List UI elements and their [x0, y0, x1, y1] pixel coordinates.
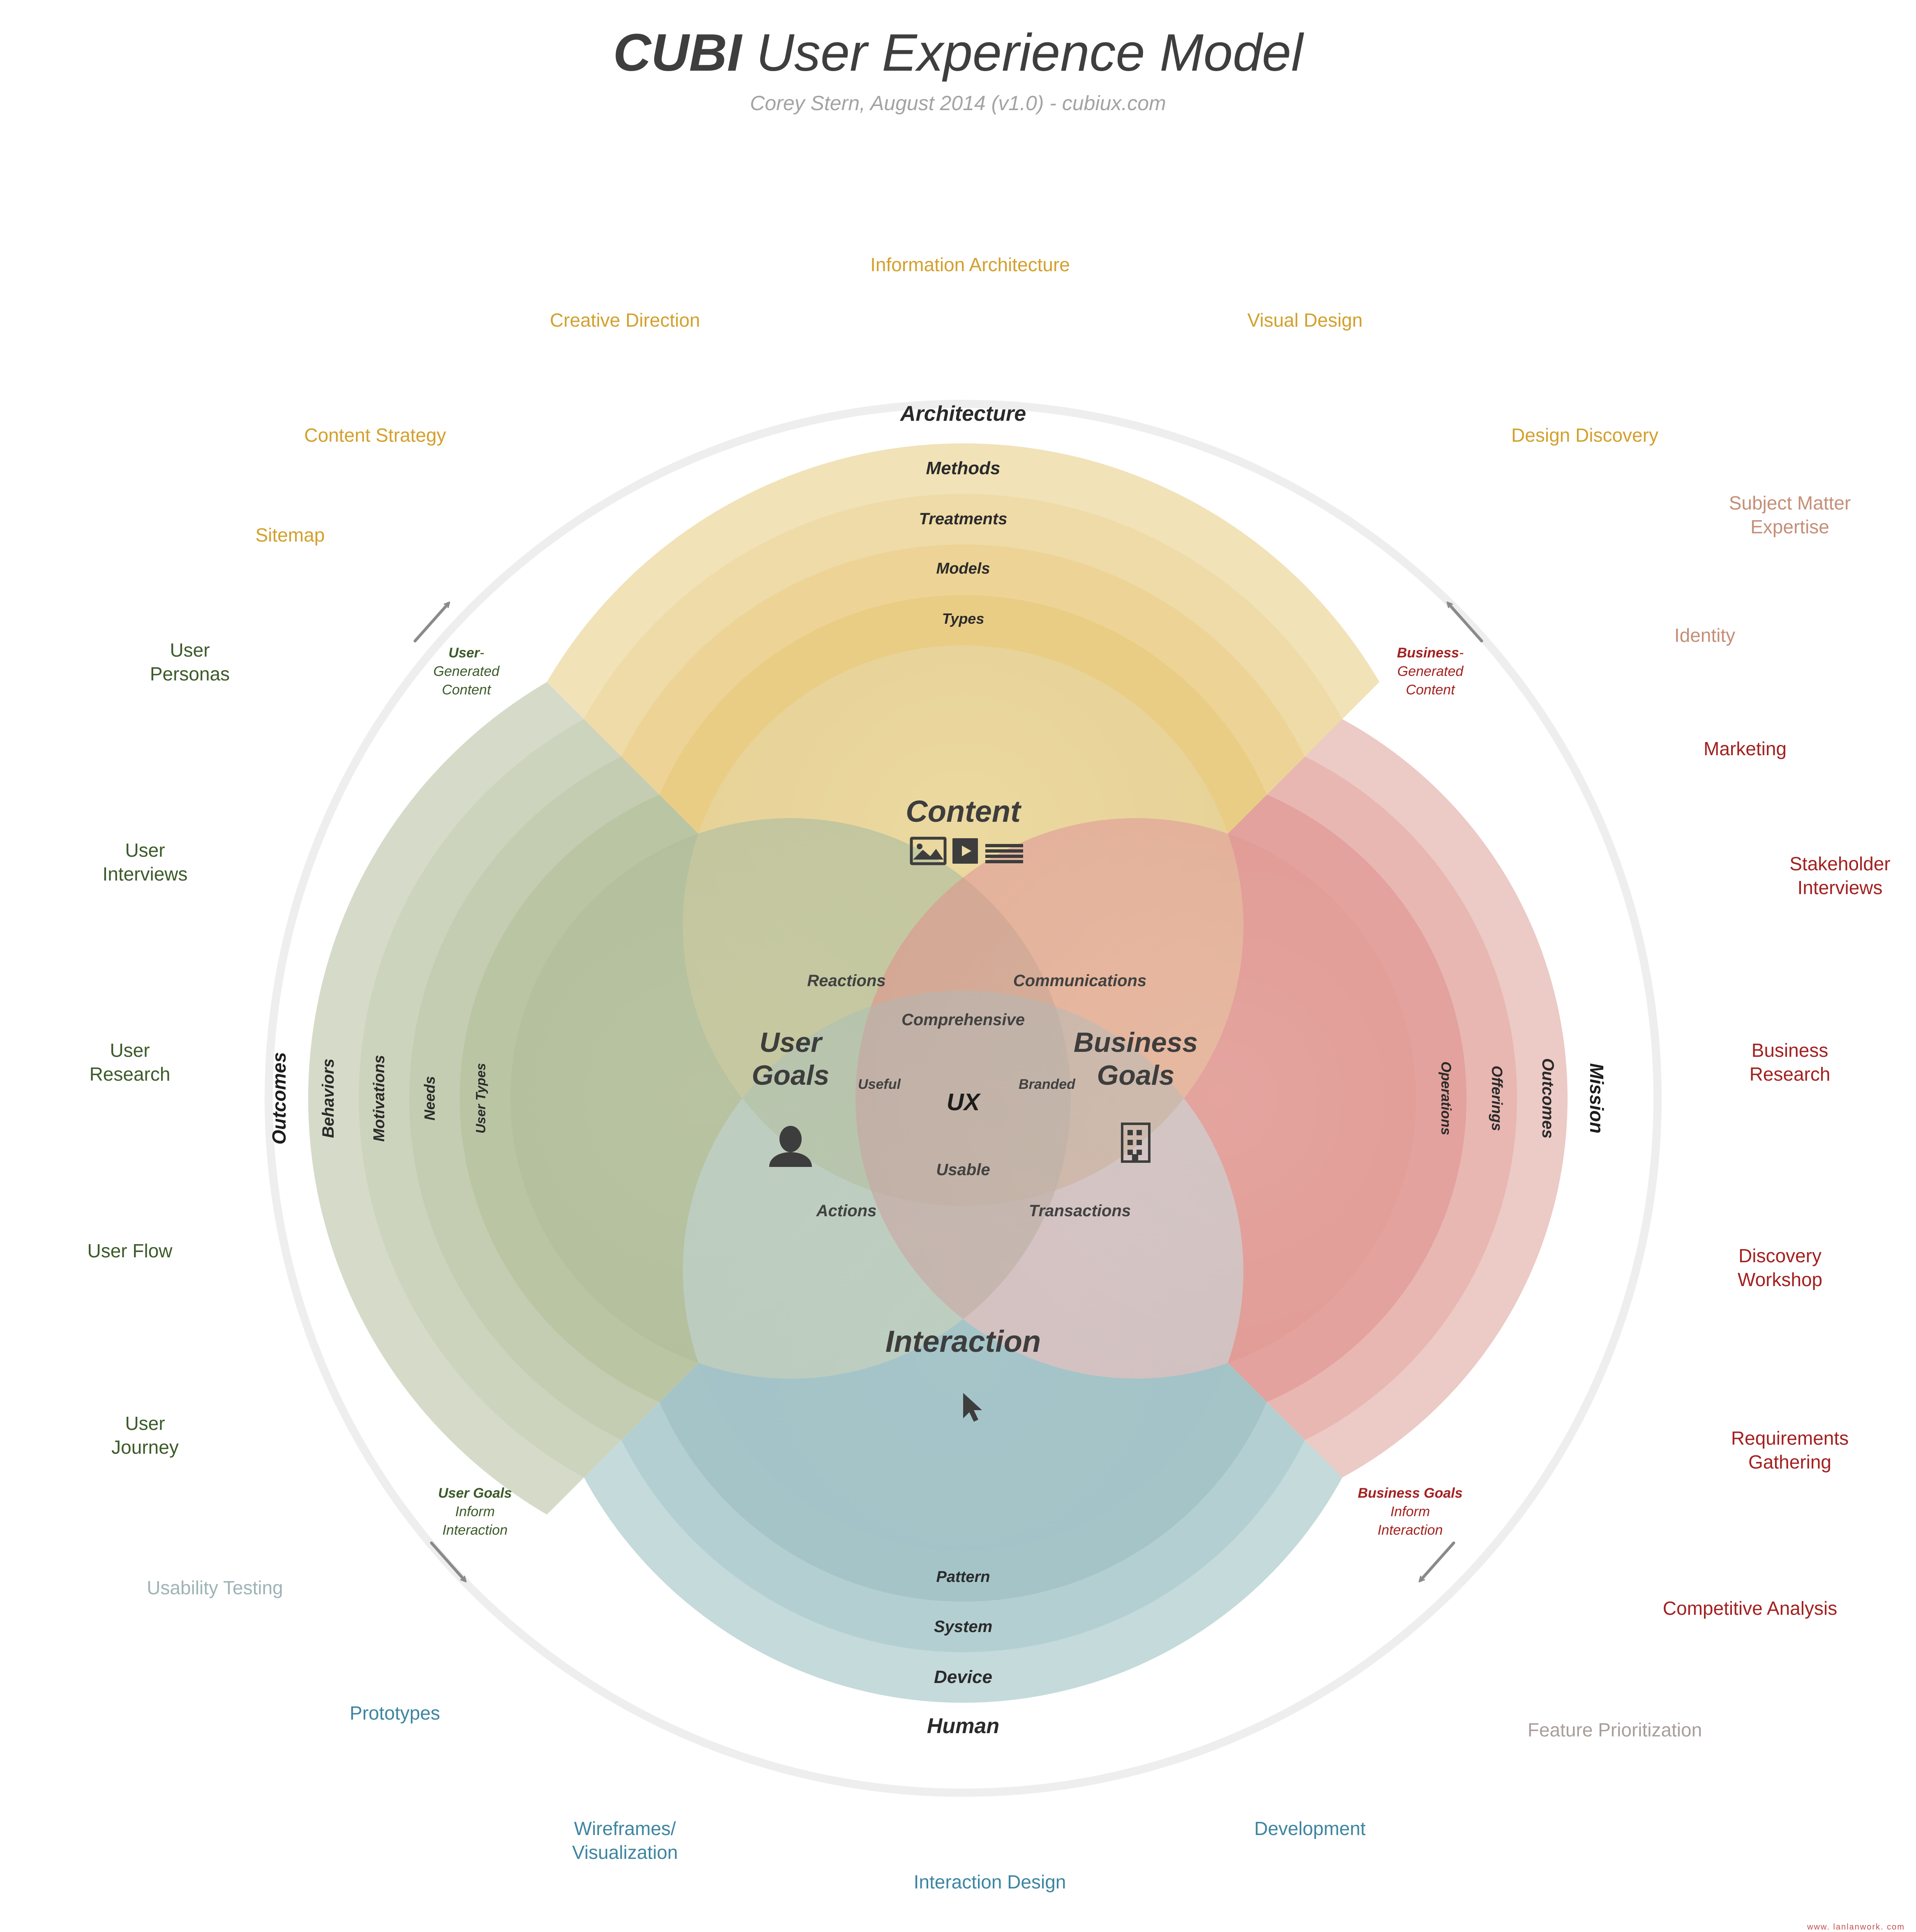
svg-text:Content: Content — [442, 682, 491, 698]
svg-text:Visual Design: Visual Design — [1247, 309, 1363, 331]
svg-text:Human: Human — [927, 1714, 999, 1738]
svg-text:Outcomes: Outcomes — [1539, 1058, 1557, 1139]
svg-text:Design Discovery: Design Discovery — [1511, 424, 1658, 446]
svg-text:Subject Matter: Subject Matter — [1729, 492, 1851, 514]
svg-text:Goals: Goals — [752, 1060, 830, 1091]
svg-text:User: User — [170, 639, 210, 661]
svg-text:Treatments: Treatments — [919, 510, 1008, 528]
svg-text:Prototypes: Prototypes — [350, 1702, 440, 1724]
svg-text:www. lanlanwork. com: www. lanlanwork. com — [1807, 1923, 1905, 1932]
svg-text:Sitemap: Sitemap — [256, 524, 325, 546]
svg-text:Transactions: Transactions — [1029, 1202, 1131, 1220]
svg-text:System: System — [934, 1618, 992, 1636]
svg-text:Personas: Personas — [150, 663, 230, 685]
svg-text:Feature Prioritization: Feature Prioritization — [1528, 1719, 1702, 1741]
svg-text:Business Goals: Business Goals — [1358, 1485, 1462, 1501]
svg-text:Offerings: Offerings — [1489, 1065, 1506, 1131]
svg-text:Reactions: Reactions — [807, 972, 885, 990]
svg-text:Inform: Inform — [1390, 1504, 1430, 1519]
svg-text:Motivations: Motivations — [371, 1055, 388, 1141]
svg-text:Content: Content — [1406, 682, 1455, 698]
svg-text:Architecture: Architecture — [899, 402, 1026, 426]
svg-text:Outcomes: Outcomes — [268, 1052, 290, 1145]
svg-text:UX: UX — [947, 1089, 981, 1116]
svg-text:Comprehensive: Comprehensive — [902, 1011, 1025, 1029]
svg-text:Business: Business — [1752, 1040, 1828, 1061]
svg-text:Needs: Needs — [421, 1076, 438, 1120]
svg-text:Visualization: Visualization — [572, 1842, 678, 1863]
svg-text:User: User — [125, 1413, 165, 1434]
svg-text:Development: Development — [1254, 1818, 1365, 1839]
svg-text:Workshop: Workshop — [1738, 1269, 1822, 1290]
svg-text:Gathering: Gathering — [1748, 1451, 1831, 1473]
svg-text:Journey: Journey — [111, 1436, 179, 1458]
svg-text:User: User — [125, 839, 165, 861]
svg-text:User: User — [110, 1040, 150, 1061]
svg-text:Usability Testing: Usability Testing — [147, 1577, 283, 1598]
svg-text:Methods: Methods — [926, 458, 1001, 478]
svg-text:Business-: Business- — [1397, 645, 1464, 661]
svg-text:Creative Direction: Creative Direction — [550, 309, 700, 331]
svg-text:Research: Research — [1750, 1063, 1831, 1085]
svg-text:Stakeholder: Stakeholder — [1789, 853, 1891, 874]
svg-text:Content Strategy: Content Strategy — [304, 424, 446, 446]
svg-text:Wireframes/: Wireframes/ — [574, 1818, 676, 1839]
svg-text:Generated: Generated — [433, 664, 500, 679]
svg-text:Interviews: Interviews — [1797, 877, 1882, 898]
svg-text:Marketing: Marketing — [1704, 738, 1787, 759]
svg-text:Business: Business — [1074, 1027, 1198, 1058]
svg-text:Mission: Mission — [1586, 1063, 1607, 1133]
svg-text:Requirements: Requirements — [1731, 1427, 1849, 1449]
svg-text:Behaviors: Behaviors — [319, 1058, 337, 1138]
svg-text:Generated: Generated — [1397, 664, 1464, 679]
svg-text:Identity: Identity — [1674, 625, 1735, 646]
svg-text:User-: User- — [449, 645, 484, 661]
svg-text:Inform: Inform — [455, 1504, 495, 1519]
svg-text:Operations: Operations — [1438, 1061, 1454, 1135]
svg-text:User Goals: User Goals — [438, 1485, 512, 1501]
svg-text:Branded: Branded — [1019, 1077, 1076, 1092]
svg-text:Goals: Goals — [1097, 1060, 1175, 1091]
svg-text:Useful: Useful — [858, 1077, 901, 1092]
svg-text:Interaction: Interaction — [443, 1522, 508, 1538]
svg-text:Types: Types — [942, 610, 985, 627]
svg-text:Interaction: Interaction — [885, 1324, 1041, 1358]
svg-text:Competitive Analysis: Competitive Analysis — [1663, 1598, 1837, 1619]
svg-text:Discovery: Discovery — [1738, 1245, 1821, 1266]
svg-text:Expertise: Expertise — [1750, 516, 1829, 537]
svg-text:Communications: Communications — [1013, 972, 1146, 990]
svg-text:User Types: User Types — [473, 1063, 488, 1133]
svg-text:Pattern: Pattern — [936, 1568, 990, 1586]
svg-text:Device: Device — [934, 1667, 992, 1687]
svg-text:Usable: Usable — [936, 1161, 990, 1179]
svg-text:Interaction Design: Interaction Design — [914, 1871, 1066, 1893]
svg-text:Information Architecture: Information Architecture — [870, 254, 1070, 275]
svg-text:Models: Models — [936, 560, 990, 577]
svg-text:Interviews: Interviews — [102, 863, 187, 885]
svg-text:Interaction: Interaction — [1378, 1522, 1443, 1538]
svg-text:Research: Research — [90, 1063, 171, 1085]
svg-text:Actions: Actions — [816, 1202, 877, 1220]
svg-text:User: User — [759, 1027, 823, 1058]
svg-text:Content: Content — [906, 794, 1022, 828]
svg-text:User Flow: User Flow — [87, 1240, 173, 1261]
